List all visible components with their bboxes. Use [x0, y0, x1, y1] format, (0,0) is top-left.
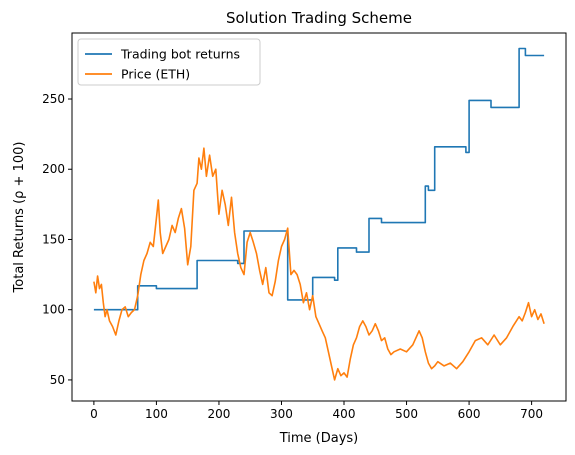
y-axis-ticks: 50 100 150 200 250 [42, 92, 72, 387]
x-tick-label: 0 [90, 407, 98, 421]
x-axis-ticks: 0 100 200 300 400 500 600 700 [90, 401, 543, 421]
legend-box [77, 38, 261, 86]
x-tick-label: 500 [395, 407, 418, 421]
x-tick-label: 300 [270, 407, 293, 421]
x-tick-label: 600 [458, 407, 481, 421]
x-tick-label: 700 [520, 407, 543, 421]
y-tick-label: 50 [50, 373, 65, 387]
x-tick-label: 200 [207, 407, 230, 421]
y-tick-label: 250 [42, 92, 65, 106]
x-axis-label: Time (Days) [279, 431, 359, 446]
y-axis-label: Total Returns (ρ + 100) [12, 142, 27, 294]
x-tick-label: 100 [145, 407, 168, 421]
y-tick-label: 100 [42, 303, 65, 317]
chart-title: Solution Trading Scheme [226, 9, 412, 27]
legend: Trading bot returns Price (ETH) [77, 38, 261, 86]
y-tick-label: 200 [42, 162, 65, 176]
plot-area: 0 100 200 300 400 500 600 700 50 100 150 200 250 [42, 32, 567, 421]
axes-frame [71, 32, 567, 402]
x-tick-label: 400 [333, 407, 356, 421]
series-trading-bot-returns-line [93, 47, 545, 311]
legend-label: Trading bot returns [120, 47, 240, 62]
legend-label: Price (ETH) [121, 67, 190, 82]
series-price-eth-line [93, 147, 545, 381]
series-layer [93, 47, 545, 381]
y-tick-label: 150 [42, 232, 65, 246]
